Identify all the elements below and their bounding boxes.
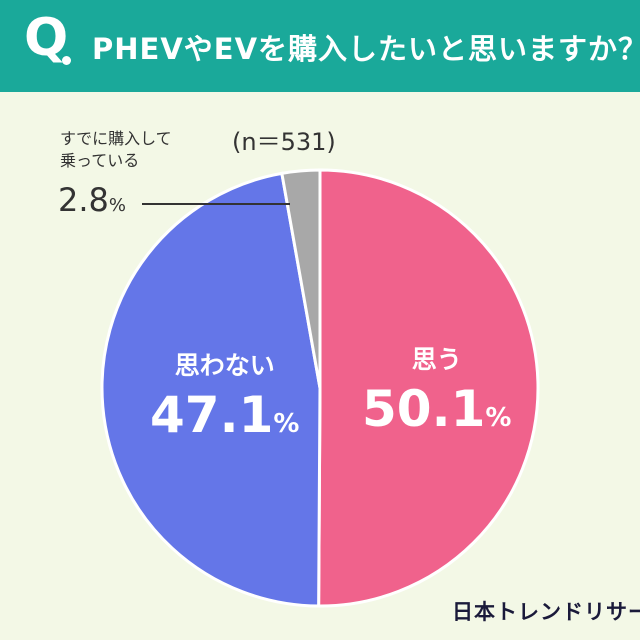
no-value: 47.1: [150, 386, 274, 444]
yes-unit: %: [485, 403, 512, 433]
yes-percent: 50.1%: [362, 380, 511, 438]
already-own-percent: 2.8%: [58, 181, 126, 219]
leader-line: [142, 203, 290, 205]
slice-no: [100, 171, 322, 608]
no-unit: %: [273, 409, 300, 439]
already-own-label: すでに購入して 乗っている: [60, 128, 172, 172]
q-mark: Q: [24, 8, 69, 68]
already-own-line1: すでに購入して: [60, 129, 172, 148]
question-title: PHEVやEVを購入したいと思いますか？: [92, 32, 640, 66]
already-own-unit: %: [108, 195, 126, 216]
yes-value: 50.1: [362, 380, 486, 438]
no-name: 思わない: [174, 351, 275, 380]
no-slice-label: 思わない 47.1%: [150, 346, 299, 444]
header-bar: Q PHEVやEVを購入したいと思いますか？: [0, 0, 640, 92]
brand-logo: 日本トレンドリサーチ: [452, 600, 640, 624]
yes-slice-label: 思う 50.1%: [362, 340, 511, 438]
already-own-value: 2.8: [58, 181, 109, 219]
yes-name: 思う: [411, 345, 462, 374]
sample-size-label: (n＝531): [232, 128, 336, 156]
slice-yes: [317, 168, 540, 608]
already-own-line2: 乗っている: [60, 151, 140, 170]
no-percent: 47.1%: [150, 386, 299, 444]
slice-already-own: [280, 168, 322, 389]
q-dot-icon: [62, 56, 71, 65]
